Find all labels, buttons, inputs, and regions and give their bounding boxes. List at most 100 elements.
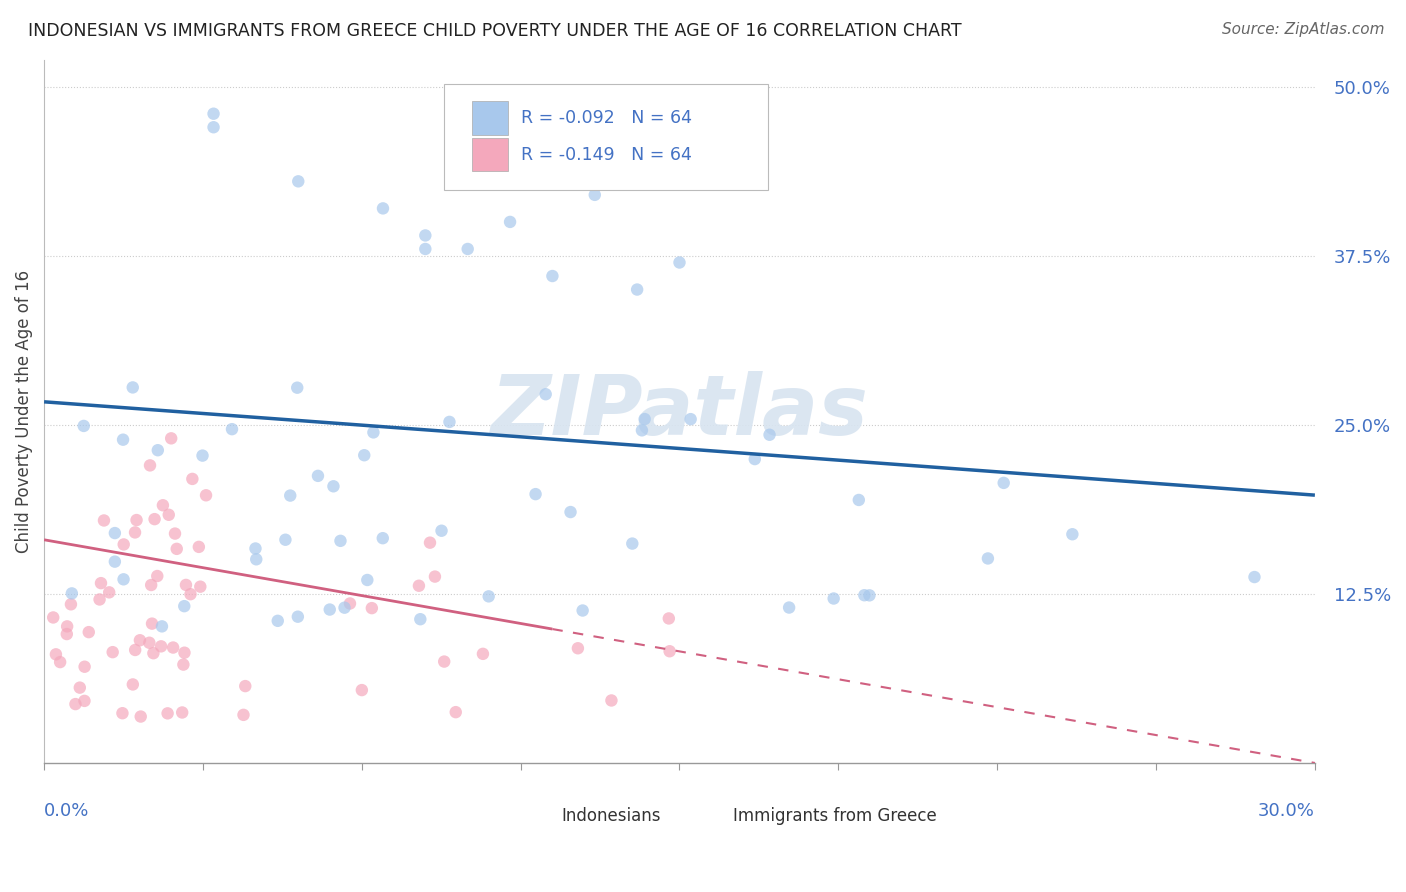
Text: R = -0.149   N = 64: R = -0.149 N = 64 — [520, 145, 692, 163]
Point — [471, 647, 494, 661]
Point — [125, 513, 148, 527]
FancyBboxPatch shape — [472, 137, 508, 171]
Point — [600, 693, 623, 707]
Point — [977, 551, 1000, 566]
Point — [287, 174, 309, 188]
Point — [101, 645, 124, 659]
Text: Indonesians: Indonesians — [561, 806, 661, 825]
Point — [415, 228, 437, 243]
Point — [778, 600, 800, 615]
Point — [124, 643, 146, 657]
Point — [162, 640, 184, 655]
Point — [195, 488, 218, 502]
Point — [121, 380, 143, 394]
Point — [141, 616, 163, 631]
Point — [626, 283, 648, 297]
Point — [534, 387, 557, 401]
Point — [245, 552, 267, 566]
Point — [90, 576, 112, 591]
Point — [993, 475, 1015, 490]
Point — [69, 681, 91, 695]
Point — [179, 587, 201, 601]
FancyBboxPatch shape — [472, 101, 508, 135]
Point — [146, 569, 169, 583]
Point — [202, 106, 225, 120]
Point — [146, 443, 169, 458]
Point — [93, 513, 115, 527]
Point — [363, 425, 385, 440]
Point — [89, 592, 111, 607]
Point — [287, 609, 309, 624]
Point — [668, 255, 690, 269]
Point — [112, 537, 135, 551]
Point — [124, 525, 146, 540]
Text: R = -0.092   N = 64: R = -0.092 N = 64 — [520, 109, 692, 127]
Point — [444, 705, 467, 719]
Point — [104, 555, 127, 569]
Point — [138, 636, 160, 650]
Point — [143, 512, 166, 526]
Point — [112, 572, 135, 586]
Point — [191, 449, 214, 463]
Point — [360, 601, 382, 615]
Point — [583, 187, 606, 202]
Point — [621, 536, 644, 550]
Point — [634, 412, 657, 426]
Point — [232, 707, 254, 722]
Point — [423, 569, 446, 583]
Point — [430, 524, 453, 538]
Point — [285, 381, 308, 395]
Point — [188, 580, 211, 594]
Point — [163, 526, 186, 541]
Point — [409, 612, 432, 626]
Point — [173, 646, 195, 660]
Point — [353, 448, 375, 462]
Point — [1243, 570, 1265, 584]
Point — [172, 657, 194, 672]
Point — [307, 468, 329, 483]
Point — [56, 619, 79, 633]
Point — [1062, 527, 1084, 541]
Point — [150, 619, 173, 633]
Point — [356, 573, 378, 587]
Point — [567, 641, 589, 656]
Point — [60, 586, 83, 600]
Point — [174, 578, 197, 592]
Point — [152, 498, 174, 512]
Point — [59, 597, 82, 611]
Point — [499, 215, 522, 229]
Point — [172, 706, 194, 720]
Point — [631, 423, 654, 437]
Point — [415, 242, 437, 256]
Point — [823, 591, 845, 606]
Point — [121, 677, 143, 691]
Point — [42, 610, 65, 624]
Point — [541, 268, 564, 283]
Point — [187, 540, 209, 554]
Point — [173, 599, 195, 614]
Point — [408, 579, 430, 593]
Point — [181, 472, 204, 486]
Point — [439, 415, 461, 429]
Point — [339, 597, 361, 611]
Point — [77, 625, 100, 640]
Point — [65, 697, 87, 711]
Text: 30.0%: 30.0% — [1258, 802, 1315, 820]
Point — [141, 578, 163, 592]
Point — [142, 646, 165, 660]
Point — [98, 585, 121, 599]
Point — [73, 694, 96, 708]
Point — [350, 683, 373, 698]
Point — [744, 452, 766, 467]
Point — [571, 603, 593, 617]
Point — [160, 431, 183, 445]
Point — [329, 533, 352, 548]
Point — [166, 541, 188, 556]
Point — [129, 709, 152, 723]
Point — [112, 433, 135, 447]
Point — [274, 533, 297, 547]
Point — [233, 679, 256, 693]
Point — [658, 611, 681, 625]
Point — [524, 487, 547, 501]
Point — [560, 505, 582, 519]
